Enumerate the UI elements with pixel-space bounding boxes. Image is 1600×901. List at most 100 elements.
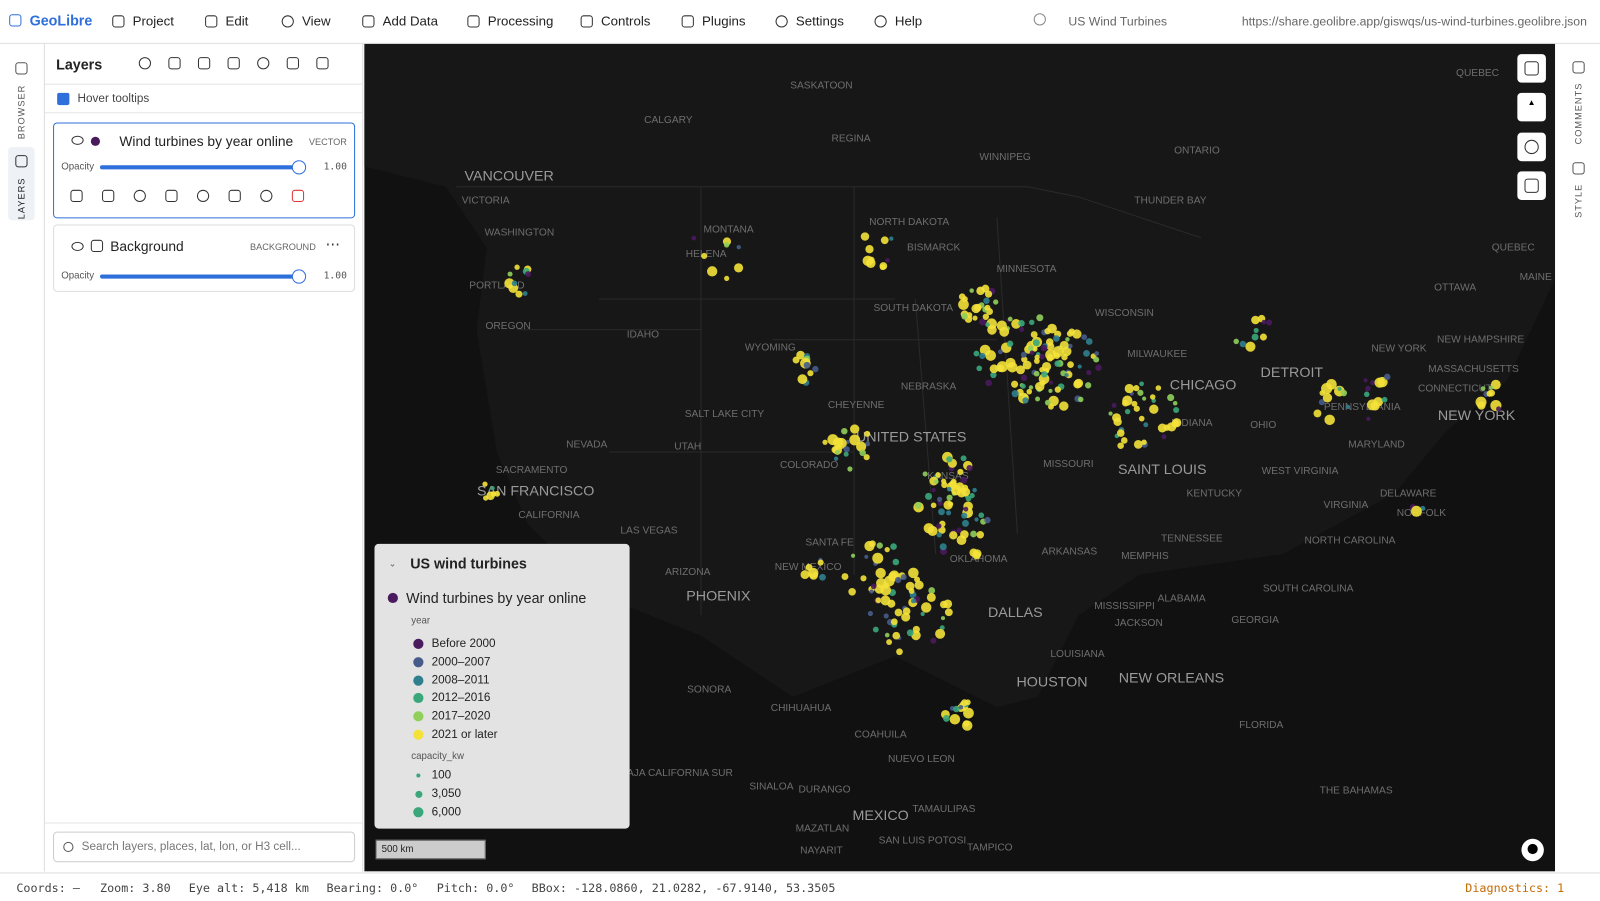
menu-label: View [302, 13, 331, 29]
turbine-point [908, 588, 915, 594]
browser-icon[interactable] [15, 62, 28, 75]
action[interactable] [260, 189, 273, 203]
compass-button[interactable]: ▲ [1517, 92, 1546, 122]
turbine-point [701, 252, 708, 259]
menu-item[interactable]: Controls [580, 13, 650, 29]
status-bbox: BBox: -128.0860, 21.0282, -67.9140, 53.3… [531, 880, 836, 895]
tool[interactable] [197, 57, 211, 70]
visibility[interactable] [71, 241, 84, 252]
menu-item[interactable]: Help [874, 13, 922, 29]
globe-button[interactable] [1517, 132, 1546, 162]
info-button[interactable] [1521, 838, 1544, 862]
turbine-point [841, 427, 848, 435]
turbine-point [490, 485, 495, 491]
menu-item[interactable]: Plugins [681, 13, 746, 29]
layers-button[interactable] [1517, 171, 1546, 200]
turbine-point [1138, 415, 1145, 422]
tab-label[interactable]: BROWSER [16, 84, 27, 140]
turbine-point [848, 587, 856, 596]
menu-label: Edit [225, 13, 249, 29]
checkbox[interactable] [57, 92, 70, 106]
turbine-point [1007, 361, 1018, 373]
map-label: SAN LUIS POTOSI [879, 836, 967, 847]
slider-knob[interactable] [291, 269, 307, 284]
turbine-point [1120, 437, 1128, 444]
map-label: COLORADO [780, 460, 838, 471]
tool[interactable] [286, 57, 299, 70]
map-label: MARYLAND [1348, 440, 1404, 451]
slider-knob[interactable] [291, 160, 307, 175]
layer-card[interactable]: Background BACKGROUND ⋯ Opacity 1.00 [53, 224, 356, 292]
turbine-point [979, 344, 991, 356]
turbine-point [874, 584, 884, 594]
turbine-point [1052, 346, 1064, 358]
legend-item: 2000–2007 [413, 656, 490, 668]
menu-item[interactable]: Project [112, 13, 174, 29]
turbine-point [996, 361, 1008, 373]
action[interactable] [228, 189, 241, 203]
action[interactable] [133, 189, 146, 203]
turbine-point [850, 424, 860, 434]
legend-title: US wind turbines [410, 555, 527, 572]
fullscreen-button[interactable] [1517, 54, 1546, 83]
turbine-point [1077, 396, 1084, 403]
turbine-point [1077, 364, 1082, 369]
action[interactable] [70, 189, 83, 203]
turbine-point [956, 535, 967, 546]
turbine-point [1007, 316, 1013, 322]
legend-label: 2017–2020 [431, 710, 491, 723]
theme-toggle[interactable] [1033, 13, 1046, 26]
more[interactable]: ⋯ [325, 235, 340, 253]
map-label: SALT LAKE CITY [685, 409, 765, 420]
share-url[interactable]: https://share.geolibre.app/giswqs/us-win… [1241, 14, 1587, 29]
comments-icon[interactable] [1572, 61, 1585, 74]
search-box[interactable]: Search layers, places, lat, lon, or H3 c… [53, 831, 356, 863]
tool[interactable] [227, 57, 240, 70]
opacity-slider[interactable] [99, 165, 299, 170]
turbine-point [972, 315, 978, 321]
menu-item[interactable]: Edit [205, 13, 249, 29]
collapse[interactable]: ⌄ [388, 558, 397, 569]
action[interactable] [196, 189, 210, 203]
menu-item[interactable]: View [281, 13, 331, 29]
turbine-point [1149, 394, 1156, 400]
border-line [456, 186, 1202, 239]
action[interactable] [102, 189, 115, 203]
tab-label[interactable]: LAYERS [16, 177, 27, 220]
tool[interactable] [168, 57, 181, 70]
legend-item: 2021 or later [413, 729, 498, 741]
turbine-point [1155, 385, 1162, 391]
tool[interactable] [138, 57, 152, 70]
turbine-point [807, 567, 819, 579]
turbine-point [935, 628, 946, 639]
tab-label[interactable]: STYLE [1573, 183, 1584, 218]
visibility[interactable] [71, 135, 84, 145]
brand[interactable]: GeoLibre [9, 12, 92, 29]
menu-label: Settings [795, 13, 844, 29]
turbine-point [803, 361, 811, 369]
turbine-point [970, 530, 977, 538]
turbine-point [1373, 396, 1384, 407]
layer-card[interactable]: Wind turbines by year online VECTOR Opac… [53, 122, 356, 219]
active-tab[interactable] [8, 146, 35, 221]
turbine-point [946, 494, 953, 501]
turbine-point [864, 554, 869, 559]
turbine-point [1011, 380, 1019, 388]
delete[interactable] [291, 189, 305, 203]
turbine-point [812, 365, 819, 373]
menu-item[interactable]: Add Data [362, 13, 438, 29]
menu-item[interactable]: Processing [467, 13, 553, 29]
turbine-point [1161, 434, 1167, 440]
menu-item[interactable]: Settings [775, 13, 844, 29]
turbine-point [960, 476, 968, 484]
tool[interactable] [316, 57, 329, 70]
style-icon[interactable] [1572, 162, 1585, 175]
status-diagnostics[interactable]: Diagnostics: 1 [1465, 880, 1565, 895]
action[interactable] [165, 189, 178, 203]
turbine-point [1006, 340, 1014, 348]
tab-label[interactable]: COMMENTS [1573, 82, 1584, 145]
opacity-slider[interactable] [99, 274, 299, 279]
turbine-point [1048, 403, 1054, 410]
tool[interactable] [257, 57, 270, 70]
turbine-point [1239, 340, 1247, 348]
